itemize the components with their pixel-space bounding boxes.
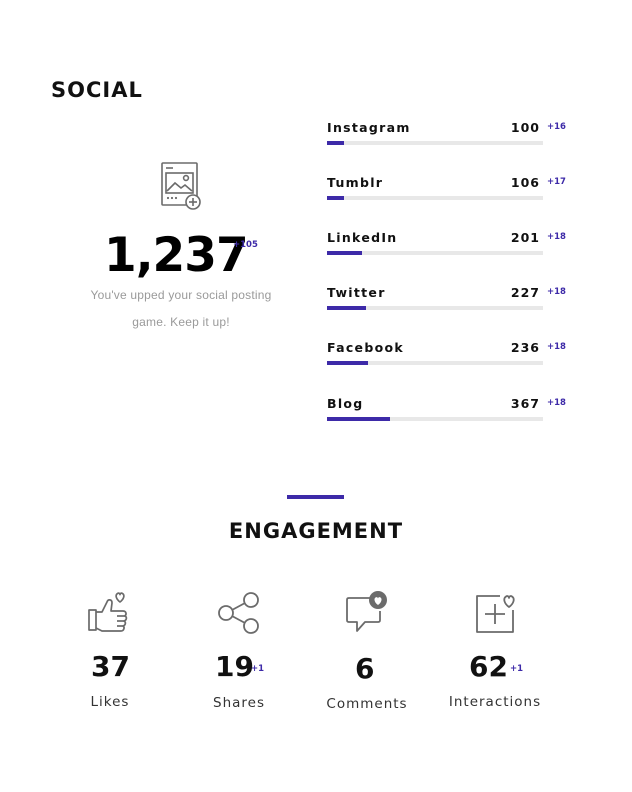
network-row-tumblr: Tumblr 106 +17	[327, 175, 567, 215]
engagement-item-shares: 19 +1 Shares	[174, 590, 304, 720]
social-message: You've upped your social posting game. K…	[90, 288, 272, 329]
section-divider	[287, 495, 344, 499]
network-count: 106	[510, 175, 540, 190]
network-progress-fill	[327, 196, 345, 200]
network-progress-fill	[327, 141, 345, 145]
engagement-label: Interactions	[448, 694, 542, 710]
network-name: Facebook	[327, 340, 404, 355]
network-delta: +18	[547, 398, 566, 408]
share-icon	[218, 592, 259, 634]
engagement-value: 37	[91, 650, 130, 683]
engagement-title: ENGAGEMENT	[228, 519, 404, 543]
image-add-icon	[161, 162, 201, 210]
network-delta: +16	[547, 122, 566, 132]
network-name: Twitter	[327, 285, 386, 300]
network-delta: +17	[547, 177, 566, 187]
engagement-value: 6	[355, 652, 375, 685]
network-name: Instagram	[327, 120, 411, 135]
network-progress-track	[327, 361, 543, 365]
network-name: Tumblr	[327, 175, 384, 190]
network-progress-track	[327, 251, 543, 255]
network-row-instagram: Instagram 100 +16	[327, 120, 567, 160]
network-row-facebook: Facebook 236 +18	[327, 340, 567, 380]
network-row-twitter: Twitter 227 +18	[327, 285, 567, 325]
engagement-label: Likes	[90, 694, 130, 710]
engagement-item-comments: 6 Comments	[302, 590, 432, 720]
network-count: 227	[510, 285, 540, 300]
social-title: SOCIAL	[51, 78, 143, 102]
network-row-linkedin: LinkedIn 201 +18	[327, 230, 567, 270]
network-row-blog: Blog 367 +18	[327, 396, 567, 436]
engagement-delta: +1	[251, 664, 265, 674]
network-delta: +18	[547, 232, 566, 242]
network-progress-fill	[327, 361, 369, 365]
network-progress-fill	[327, 417, 390, 421]
network-name: Blog	[327, 396, 364, 411]
engagement-item-likes: 37 Likes	[45, 590, 175, 720]
network-progress-fill	[327, 251, 362, 255]
engagement-label: Shares	[213, 695, 265, 711]
network-delta: +18	[547, 287, 566, 297]
network-count: 201	[510, 230, 540, 245]
add-heart-icon	[476, 595, 515, 633]
network-count: 367	[510, 396, 540, 411]
social-total-delta: +105	[233, 240, 258, 250]
comment-heart-icon	[346, 591, 387, 632]
network-progress-track	[327, 196, 543, 200]
network-progress-track	[327, 417, 543, 421]
social-total: 1,237	[104, 228, 249, 283]
engagement-value: 62	[469, 650, 508, 683]
network-delta: +18	[547, 342, 566, 352]
engagement-delta: +1	[510, 664, 524, 674]
thumbs-up-heart-icon	[88, 592, 128, 632]
network-progress-fill	[327, 306, 366, 310]
network-progress-track	[327, 306, 543, 310]
engagement-value: 19	[215, 650, 254, 683]
network-progress-track	[327, 141, 543, 145]
engagement-item-interactions: 62 +1 Interactions	[430, 590, 560, 720]
network-name: LinkedIn	[327, 230, 398, 245]
network-count: 100	[510, 120, 540, 135]
network-count: 236	[510, 340, 540, 355]
engagement-label: Comments	[326, 696, 408, 712]
